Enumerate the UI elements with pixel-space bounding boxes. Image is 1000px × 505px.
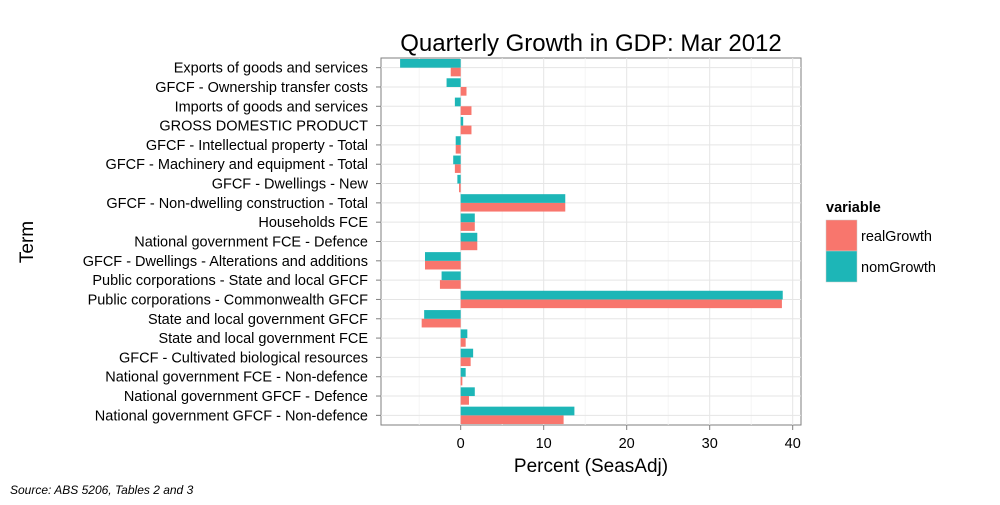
x-axis-ticks: 0 10 20 30 40 — [457, 425, 801, 452]
category-label: GFCF - Machinery and equipment - Total — [106, 157, 368, 173]
bar-nomGrowth — [460, 387, 475, 397]
bar-realGrowth — [460, 357, 471, 367]
legend-label-nomGrowth: nomGrowth — [861, 260, 936, 276]
category-label: GFCF - Cultivated biological resources — [119, 350, 368, 366]
bar-nomGrowth — [460, 406, 575, 416]
category-label: Exports of goods and services — [174, 61, 368, 77]
bar-realGrowth — [460, 86, 467, 96]
x-tick-label: 10 — [536, 436, 552, 452]
legend-label-realGrowth: realGrowth — [861, 229, 932, 245]
legend-swatch-nomGrowth — [825, 250, 858, 283]
chart-title: Quarterly Growth in GDP: Mar 2012 — [400, 30, 781, 57]
bar-nomGrowth — [460, 213, 475, 223]
category-label: Imports of goods and services — [175, 99, 368, 115]
category-label: GROSS DOMESTIC PRODUCT — [159, 119, 368, 135]
bar-nomGrowth — [454, 97, 461, 107]
x-tick-label: 30 — [702, 436, 718, 452]
bars — [400, 58, 783, 425]
bar-nomGrowth — [453, 155, 461, 165]
bar-realGrowth — [460, 222, 475, 231]
bar-realGrowth — [460, 125, 472, 135]
category-label: National government GFCF - Defence — [124, 389, 368, 405]
category-label: State and local government GFCF — [148, 312, 368, 328]
legend-swatch-realGrowth — [825, 219, 858, 252]
bar-nomGrowth — [460, 368, 466, 377]
category-label: GFCF - Intellectual property - Total — [146, 138, 368, 154]
bar-nomGrowth — [460, 116, 464, 126]
bar-realGrowth — [460, 376, 463, 386]
bar-nomGrowth — [457, 174, 461, 184]
bar-nomGrowth — [460, 348, 474, 358]
bar-nomGrowth — [460, 290, 783, 300]
bar-realGrowth — [460, 202, 566, 212]
bar-realGrowth — [424, 260, 461, 270]
category-label: GFCF - Ownership transfer costs — [155, 80, 368, 96]
bar-nomGrowth — [460, 194, 566, 203]
bar-nomGrowth — [424, 310, 461, 319]
bar-nomGrowth — [460, 329, 468, 339]
category-label: National government FCE - Defence — [134, 235, 368, 251]
bar-nomGrowth — [400, 58, 461, 68]
bar-realGrowth — [439, 280, 461, 289]
y-axis-label: Term — [17, 221, 38, 263]
category-label: Public corporations - State and local GF… — [92, 273, 368, 289]
category-label: Public corporations - Commonwealth GFCF — [88, 292, 369, 308]
bar-realGrowth — [455, 144, 461, 154]
bar-nomGrowth — [460, 232, 478, 242]
bar-nomGrowth — [441, 271, 461, 281]
bar-realGrowth — [460, 241, 478, 251]
bar-realGrowth — [460, 415, 564, 425]
bar-realGrowth — [460, 106, 472, 115]
bar-realGrowth — [460, 299, 782, 309]
bar-realGrowth — [460, 338, 466, 347]
category-label: Households FCE — [258, 215, 368, 231]
x-tick-label: 20 — [619, 436, 635, 452]
bar-realGrowth — [454, 164, 461, 173]
bar-nomGrowth — [446, 78, 461, 87]
category-label: State and local government FCE — [158, 331, 368, 347]
category-label: National government GFCF - Non-defence — [95, 408, 368, 424]
category-label: National government FCE - Non-defence — [105, 370, 368, 386]
category-label: GFCF - Dwellings - New — [212, 177, 369, 193]
source-note: Source: ABS 5206, Tables 2 and 3 — [10, 483, 194, 497]
x-tick-label: 0 — [457, 436, 465, 452]
category-label: GFCF - Non-dwelling construction - Total — [106, 196, 368, 212]
bar-realGrowth — [460, 396, 469, 405]
legend-title: variable — [826, 200, 881, 216]
bar-realGrowth — [421, 318, 461, 328]
x-axis-label: Percent (SeasAdj) — [514, 456, 668, 477]
legend: variable realGrowth nomGrowth — [825, 200, 936, 283]
category-labels: Exports of goods and services GFCF - Owne… — [83, 61, 381, 424]
bar-realGrowth — [450, 67, 461, 77]
category-label: GFCF - Dwellings - Alterations and addit… — [83, 254, 368, 270]
bar-nomGrowth — [424, 252, 461, 261]
x-tick-label: 40 — [785, 436, 801, 452]
bar-nomGrowth — [455, 136, 461, 145]
bar-realGrowth — [459, 183, 461, 193]
